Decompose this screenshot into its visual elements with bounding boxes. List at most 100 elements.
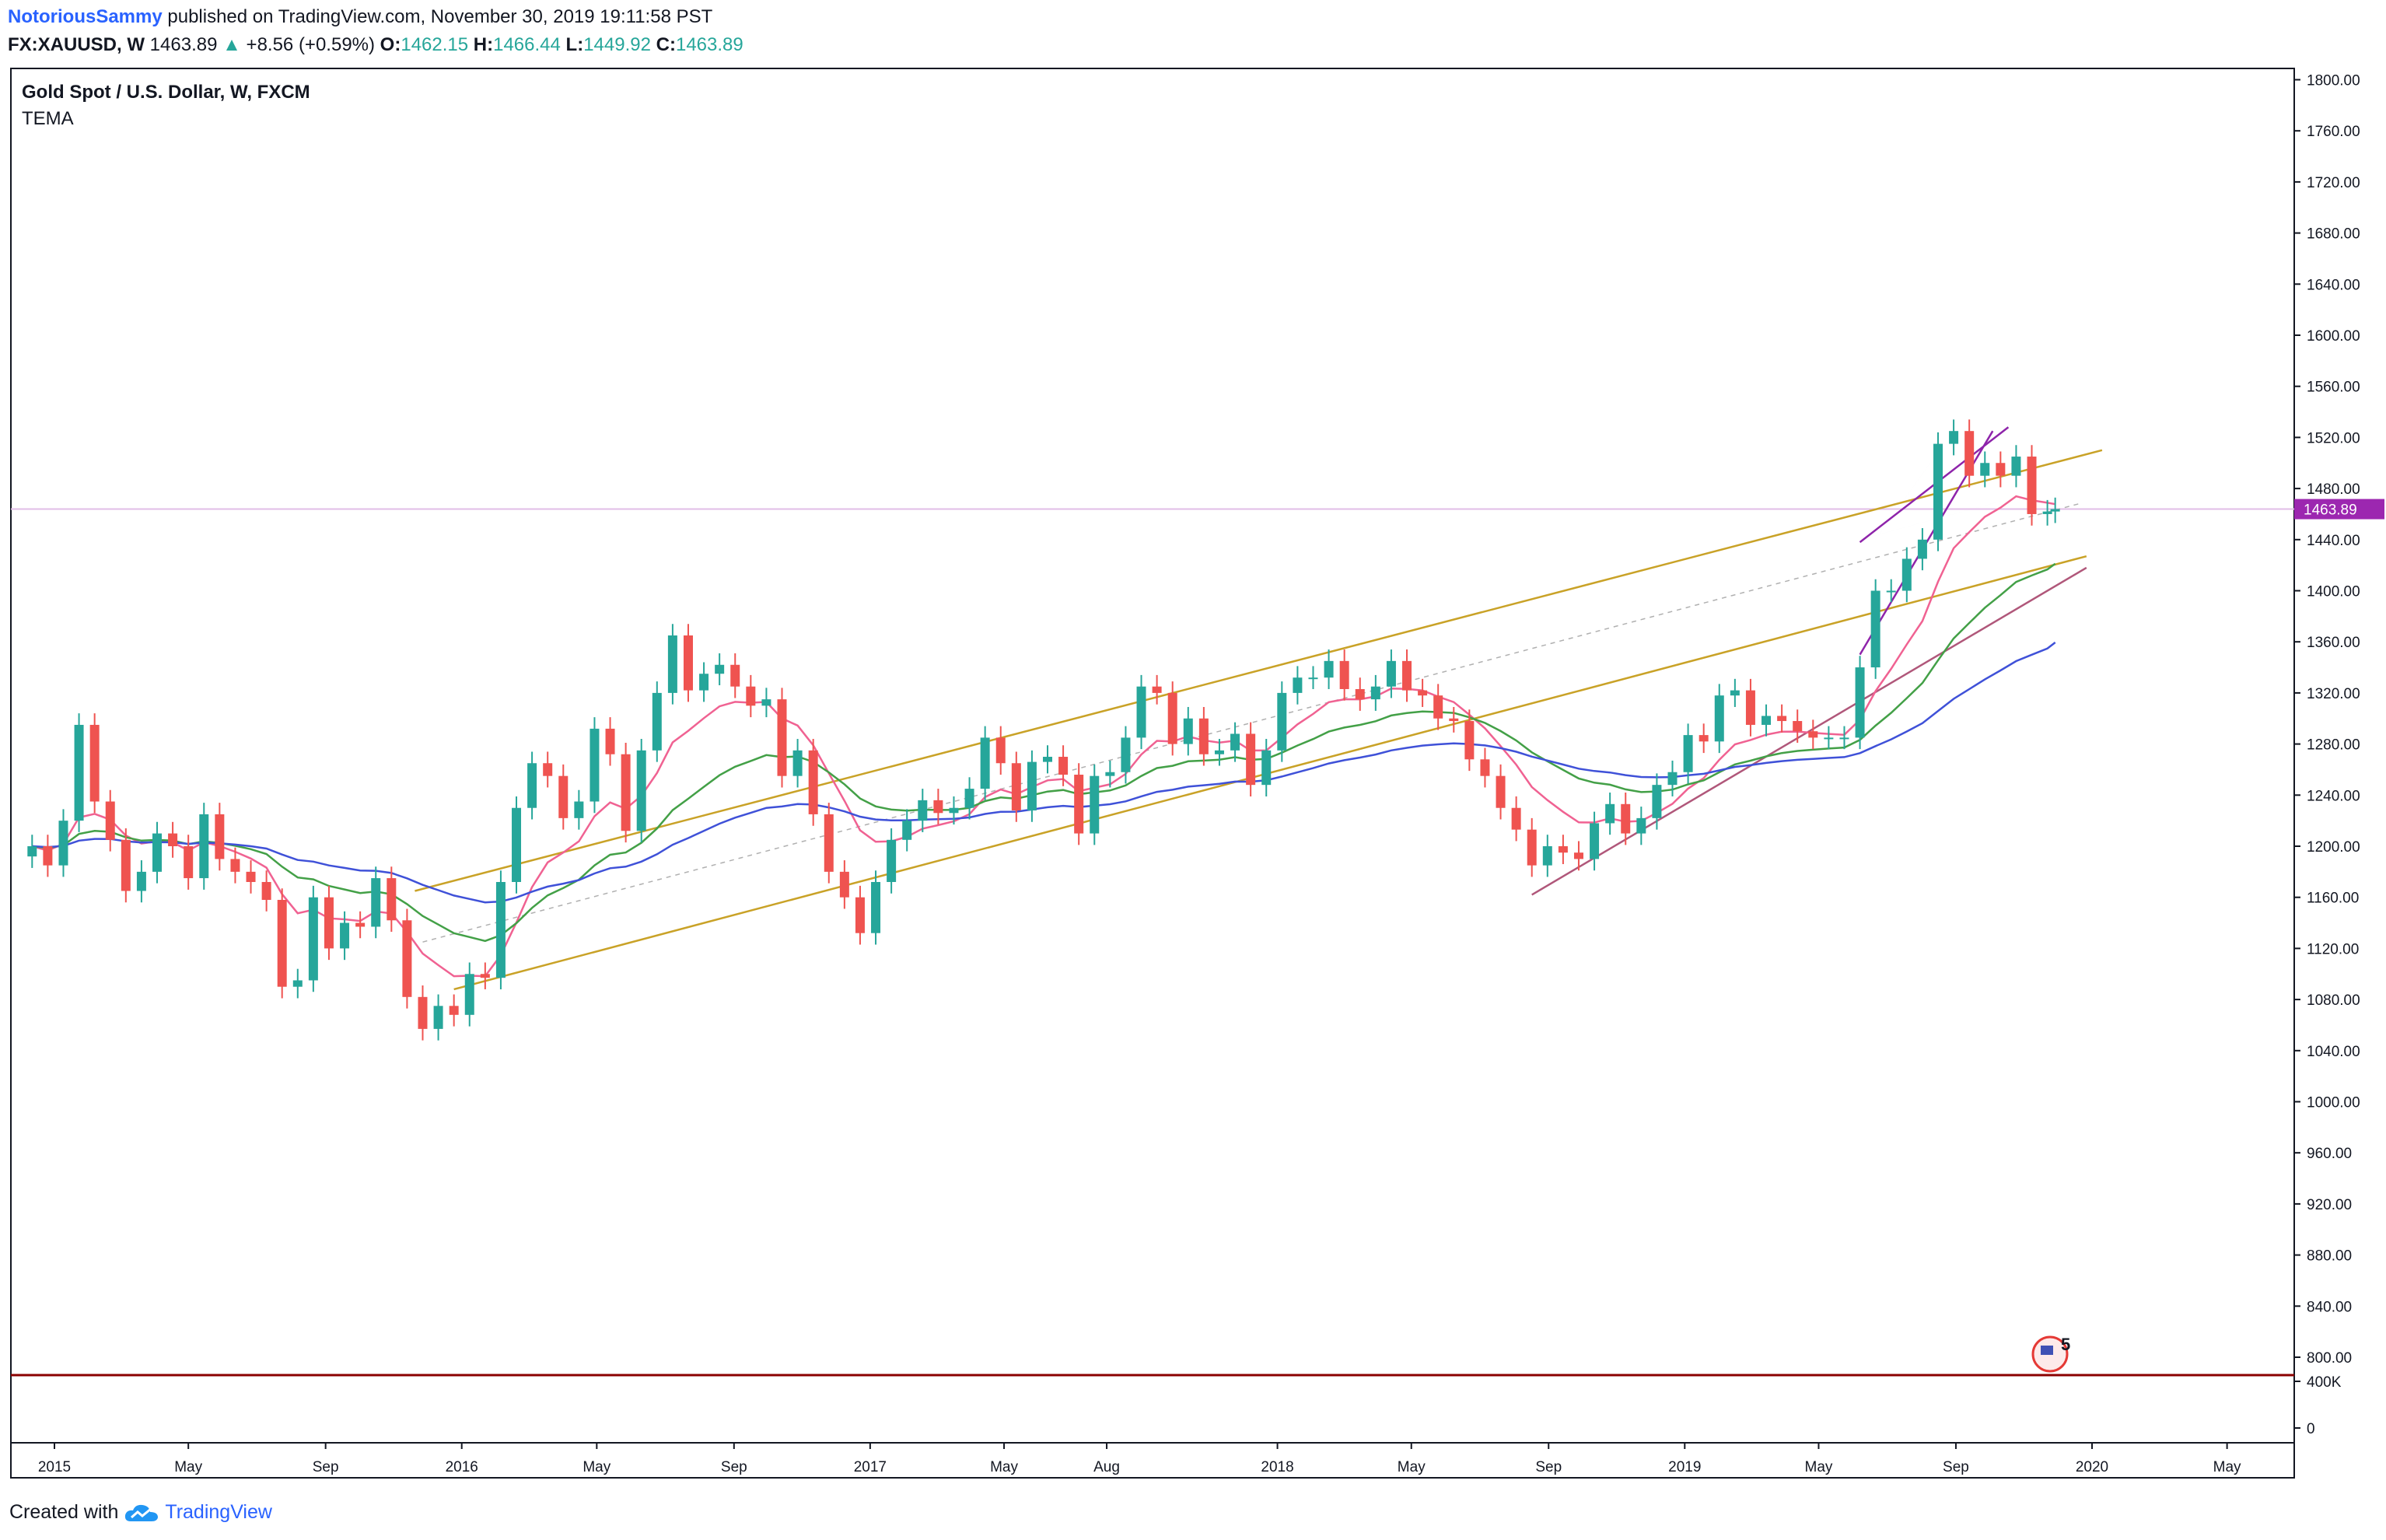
candle-up — [1370, 686, 1380, 700]
candle-up — [2042, 511, 2052, 514]
candle-up — [652, 692, 662, 751]
price-chart[interactable]: 1463.89 1800.00 1760.00 1720.00 1680.00 1640… — [0, 0, 2386, 1493]
price-axis-label: 1440.00 — [2307, 533, 2360, 549]
candle-down — [683, 635, 693, 691]
candle-down — [1339, 660, 1349, 689]
tema-mid-line[interactable] — [32, 562, 2056, 943]
candle-down — [1167, 692, 1177, 744]
candle-up — [1886, 590, 1896, 593]
events-badge[interactable]: 5 — [2031, 1335, 2070, 1373]
price-axis-label: 1480.00 — [2307, 481, 2360, 498]
upper-channel-line[interactable] — [415, 449, 2103, 892]
price-axis-label: 1680.00 — [2307, 226, 2360, 243]
candle-down — [89, 724, 100, 802]
price-axis-label: 1800.00 — [2307, 73, 2360, 89]
candle-up — [1542, 846, 1552, 866]
candle-up — [199, 814, 209, 879]
candle-down — [1496, 775, 1506, 808]
time-axis-label: May — [174, 1459, 202, 1475]
candle-down — [1964, 431, 1975, 476]
candle-down — [1355, 688, 1365, 700]
candle-down — [855, 897, 865, 933]
candle-down — [808, 750, 818, 814]
candle-down — [1511, 807, 1521, 830]
wedge-anchor[interactable] — [1859, 501, 2001, 540]
candle-down — [1573, 852, 1583, 859]
time-axis-label: Sep — [721, 1459, 747, 1475]
time-axis-label: May — [990, 1459, 1018, 1475]
price-axis-label: 1320.00 — [2307, 686, 2360, 702]
candle-up — [2050, 509, 2060, 512]
candle-up — [1933, 443, 1943, 540]
candle-down — [230, 859, 240, 872]
wedge-anchor[interactable] — [1875, 463, 1930, 540]
tradingview-link[interactable]: TradingView — [165, 1501, 272, 1523]
time-axis-label: Aug — [1093, 1459, 1120, 1475]
candle-up — [667, 635, 677, 693]
candle-down — [246, 871, 256, 882]
candle-down — [1745, 690, 1755, 725]
price-axis-label: 1280.00 — [2307, 737, 2360, 754]
candle-up — [1027, 761, 1037, 811]
tema-slow-line[interactable] — [32, 642, 2056, 904]
candle-down — [1198, 718, 1209, 754]
candle-down — [121, 839, 131, 891]
candle-up — [590, 728, 600, 802]
time-axis-label: 2019 — [1668, 1459, 1701, 1475]
candle-up — [292, 980, 303, 987]
candle-up — [1980, 463, 1990, 476]
footer: Created with TradingView — [9, 1501, 272, 1524]
candle-up — [1590, 823, 1600, 859]
price-axis-label: 960.00 — [2307, 1146, 2352, 1162]
candle-up — [512, 807, 522, 882]
candle-up — [871, 881, 881, 933]
candle-up — [2011, 457, 2021, 476]
candle-up — [464, 974, 474, 1015]
candle-up — [1901, 558, 1912, 591]
candle-down — [1074, 775, 1084, 834]
symbol-line: FX:XAUUSD, W 1463.89 ▲ +8.56 (+0.59%) O:… — [8, 34, 743, 56]
time-axis-label: May — [1398, 1459, 1426, 1475]
price-axis-label: 1640.00 — [2307, 277, 2360, 293]
volume-axis-label: 0 — [2307, 1421, 2315, 1437]
candle-down — [1152, 686, 1162, 693]
price-axis-label: 840.00 — [2307, 1299, 2352, 1315]
price-axis-label: 1160.00 — [2307, 891, 2359, 907]
open-label: O: — [380, 34, 401, 55]
candle-up — [1652, 785, 1662, 818]
candle-up — [1839, 737, 1849, 740]
plot-frame — [10, 68, 2295, 1479]
candle-down — [418, 996, 428, 1029]
author-link[interactable]: NotoriousSammy — [8, 6, 163, 27]
candle-down — [1793, 721, 1803, 732]
candle-down — [1480, 759, 1490, 776]
price-axis-label: 1600.00 — [2307, 328, 2360, 345]
candle-up — [1214, 750, 1224, 754]
last-price-label: 1463.89 — [2304, 502, 2357, 519]
candle-up — [527, 763, 537, 808]
candle-up — [949, 807, 959, 814]
candle-up — [1293, 677, 1303, 693]
candle-up — [433, 1006, 443, 1029]
candle-down — [558, 775, 569, 818]
indicator-legend-tema[interactable]: TEMA — [22, 108, 74, 129]
low-label: L: — [565, 34, 584, 55]
candle-down — [1449, 718, 1459, 722]
price-axis-label: 1080.00 — [2307, 992, 2360, 1009]
low-value: 1449.92 — [583, 34, 651, 55]
candle-up — [58, 821, 68, 866]
candle-down — [184, 846, 194, 879]
candle-up — [1324, 660, 1334, 678]
volume-axis-label: 400K — [2307, 1374, 2342, 1391]
candle-up — [1183, 718, 1193, 744]
high-label: H: — [473, 34, 494, 55]
tema-fast-line[interactable] — [31, 495, 2055, 978]
candle-up — [1277, 692, 1287, 751]
candle-down — [730, 664, 740, 687]
candle-down — [402, 920, 412, 997]
candle-up — [1949, 431, 1959, 444]
candle-down — [1418, 690, 1428, 696]
candle-up — [1824, 737, 1834, 740]
candle-up — [1762, 716, 1772, 725]
time-axis-label: Sep — [1943, 1459, 1969, 1475]
